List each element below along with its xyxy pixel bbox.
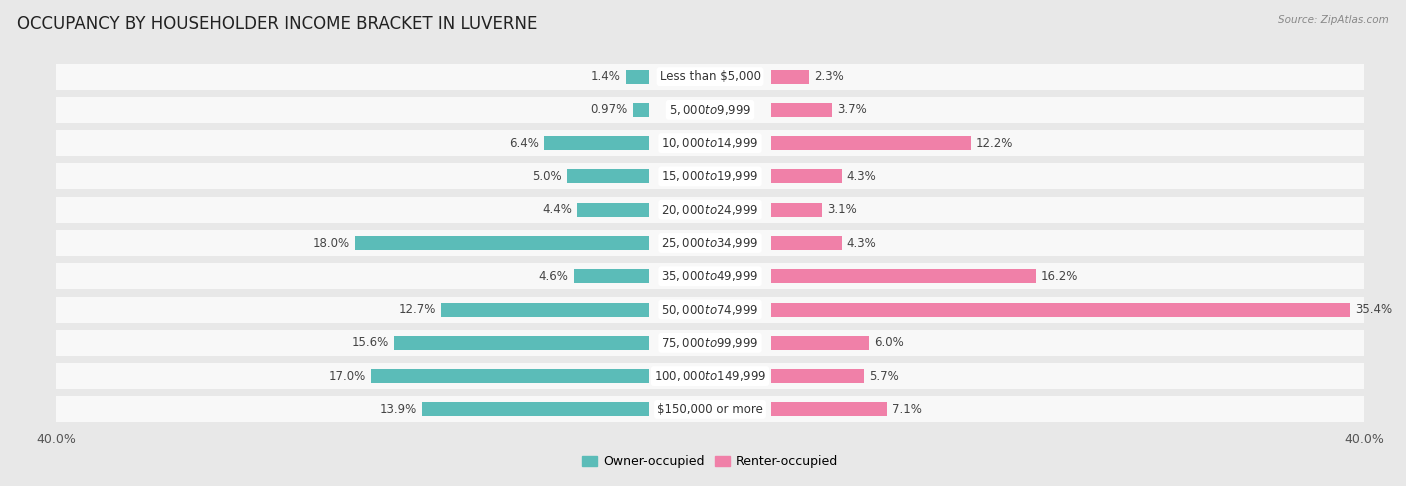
Bar (772, 69, 808, 84)
Bar (567, 170, 648, 183)
Text: 0.97%: 0.97% (591, 104, 628, 117)
Text: 18.0%: 18.0% (312, 237, 350, 249)
Bar (772, 269, 1036, 283)
Bar (394, 336, 648, 350)
Bar (626, 69, 648, 84)
Text: 5.7%: 5.7% (869, 369, 900, 382)
Bar (56, 397, 1364, 422)
Bar (354, 236, 648, 250)
Text: 16.2%: 16.2% (1040, 270, 1078, 283)
Text: 4.3%: 4.3% (846, 170, 876, 183)
Bar (772, 236, 842, 250)
Text: 2.3%: 2.3% (814, 70, 844, 83)
Text: 6.0%: 6.0% (875, 336, 904, 349)
Bar (56, 97, 1364, 123)
Text: 3.1%: 3.1% (827, 203, 856, 216)
Text: 17.0%: 17.0% (329, 369, 366, 382)
Text: $150,000 or more: $150,000 or more (657, 403, 763, 416)
Text: 5.0%: 5.0% (533, 170, 562, 183)
Text: 12.7%: 12.7% (399, 303, 436, 316)
Bar (772, 336, 869, 350)
Bar (56, 163, 1364, 190)
Bar (441, 303, 648, 316)
Text: 35.4%: 35.4% (1355, 303, 1392, 316)
Text: 1.4%: 1.4% (591, 70, 621, 83)
Text: $100,000 to $149,999: $100,000 to $149,999 (654, 369, 766, 383)
Bar (772, 103, 832, 117)
Text: $25,000 to $34,999: $25,000 to $34,999 (661, 236, 759, 250)
Text: $20,000 to $24,999: $20,000 to $24,999 (661, 203, 759, 217)
Bar (56, 197, 1364, 223)
Text: $35,000 to $49,999: $35,000 to $49,999 (661, 269, 759, 283)
Text: 13.9%: 13.9% (380, 403, 416, 416)
Bar (56, 130, 1364, 156)
Text: $10,000 to $14,999: $10,000 to $14,999 (661, 136, 759, 150)
Bar (574, 269, 648, 283)
Bar (576, 203, 648, 217)
Bar (772, 136, 970, 150)
Text: 4.4%: 4.4% (543, 203, 572, 216)
Bar (56, 263, 1364, 289)
Bar (422, 402, 648, 417)
Text: 7.1%: 7.1% (893, 403, 922, 416)
Text: 6.4%: 6.4% (509, 137, 540, 150)
Text: $50,000 to $74,999: $50,000 to $74,999 (661, 303, 759, 316)
Bar (56, 230, 1364, 256)
Legend: Owner-occupied, Renter-occupied: Owner-occupied, Renter-occupied (576, 450, 844, 473)
Text: 15.6%: 15.6% (352, 336, 389, 349)
Bar (56, 330, 1364, 356)
Text: $75,000 to $99,999: $75,000 to $99,999 (661, 336, 759, 350)
Text: $15,000 to $19,999: $15,000 to $19,999 (661, 170, 759, 183)
Bar (772, 170, 842, 183)
Bar (56, 296, 1364, 323)
Text: 4.6%: 4.6% (538, 270, 568, 283)
Text: Source: ZipAtlas.com: Source: ZipAtlas.com (1278, 15, 1389, 25)
Bar (544, 136, 648, 150)
Text: 12.2%: 12.2% (976, 137, 1012, 150)
Bar (772, 203, 823, 217)
Bar (772, 402, 887, 417)
Bar (633, 103, 648, 117)
Bar (56, 363, 1364, 389)
Text: 3.7%: 3.7% (837, 104, 866, 117)
Bar (772, 303, 1350, 316)
Bar (772, 369, 865, 383)
Text: 4.3%: 4.3% (846, 237, 876, 249)
Bar (371, 369, 648, 383)
Text: $5,000 to $9,999: $5,000 to $9,999 (669, 103, 751, 117)
Bar (56, 64, 1364, 89)
Text: OCCUPANCY BY HOUSEHOLDER INCOME BRACKET IN LUVERNE: OCCUPANCY BY HOUSEHOLDER INCOME BRACKET … (17, 15, 537, 33)
Text: Less than $5,000: Less than $5,000 (659, 70, 761, 83)
